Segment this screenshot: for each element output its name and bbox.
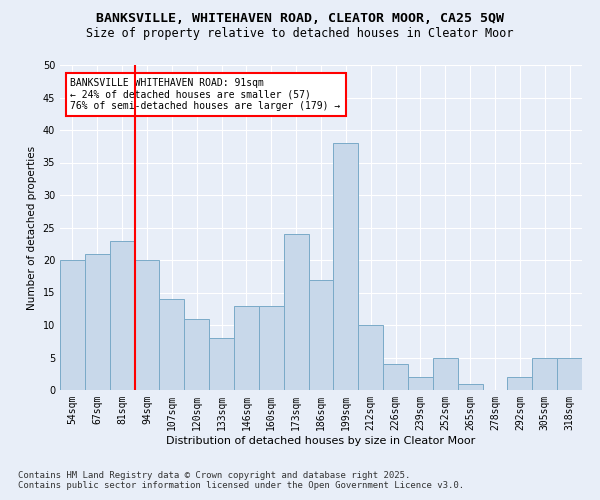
Bar: [284, 234, 308, 390]
Bar: [408, 377, 433, 390]
Bar: [85, 254, 110, 390]
Text: Contains HM Land Registry data © Crown copyright and database right 2025.
Contai: Contains HM Land Registry data © Crown c…: [18, 470, 464, 490]
Bar: [184, 318, 209, 390]
Text: Size of property relative to detached houses in Cleator Moor: Size of property relative to detached ho…: [86, 28, 514, 40]
Bar: [259, 306, 284, 390]
Bar: [134, 260, 160, 390]
Y-axis label: Number of detached properties: Number of detached properties: [27, 146, 37, 310]
Bar: [234, 306, 259, 390]
Bar: [334, 143, 358, 390]
Bar: [433, 358, 458, 390]
Bar: [209, 338, 234, 390]
Bar: [508, 377, 532, 390]
Bar: [358, 325, 383, 390]
Bar: [60, 260, 85, 390]
Bar: [532, 358, 557, 390]
Text: BANKSVILLE, WHITEHAVEN ROAD, CLEATOR MOOR, CA25 5QW: BANKSVILLE, WHITEHAVEN ROAD, CLEATOR MOO…: [96, 12, 504, 26]
Bar: [110, 240, 134, 390]
Bar: [458, 384, 482, 390]
Bar: [160, 299, 184, 390]
Text: BANKSVILLE WHITEHAVEN ROAD: 91sqm
← 24% of detached houses are smaller (57)
76% : BANKSVILLE WHITEHAVEN ROAD: 91sqm ← 24% …: [70, 78, 341, 111]
X-axis label: Distribution of detached houses by size in Cleator Moor: Distribution of detached houses by size …: [166, 436, 476, 446]
Bar: [383, 364, 408, 390]
Bar: [308, 280, 334, 390]
Bar: [557, 358, 582, 390]
